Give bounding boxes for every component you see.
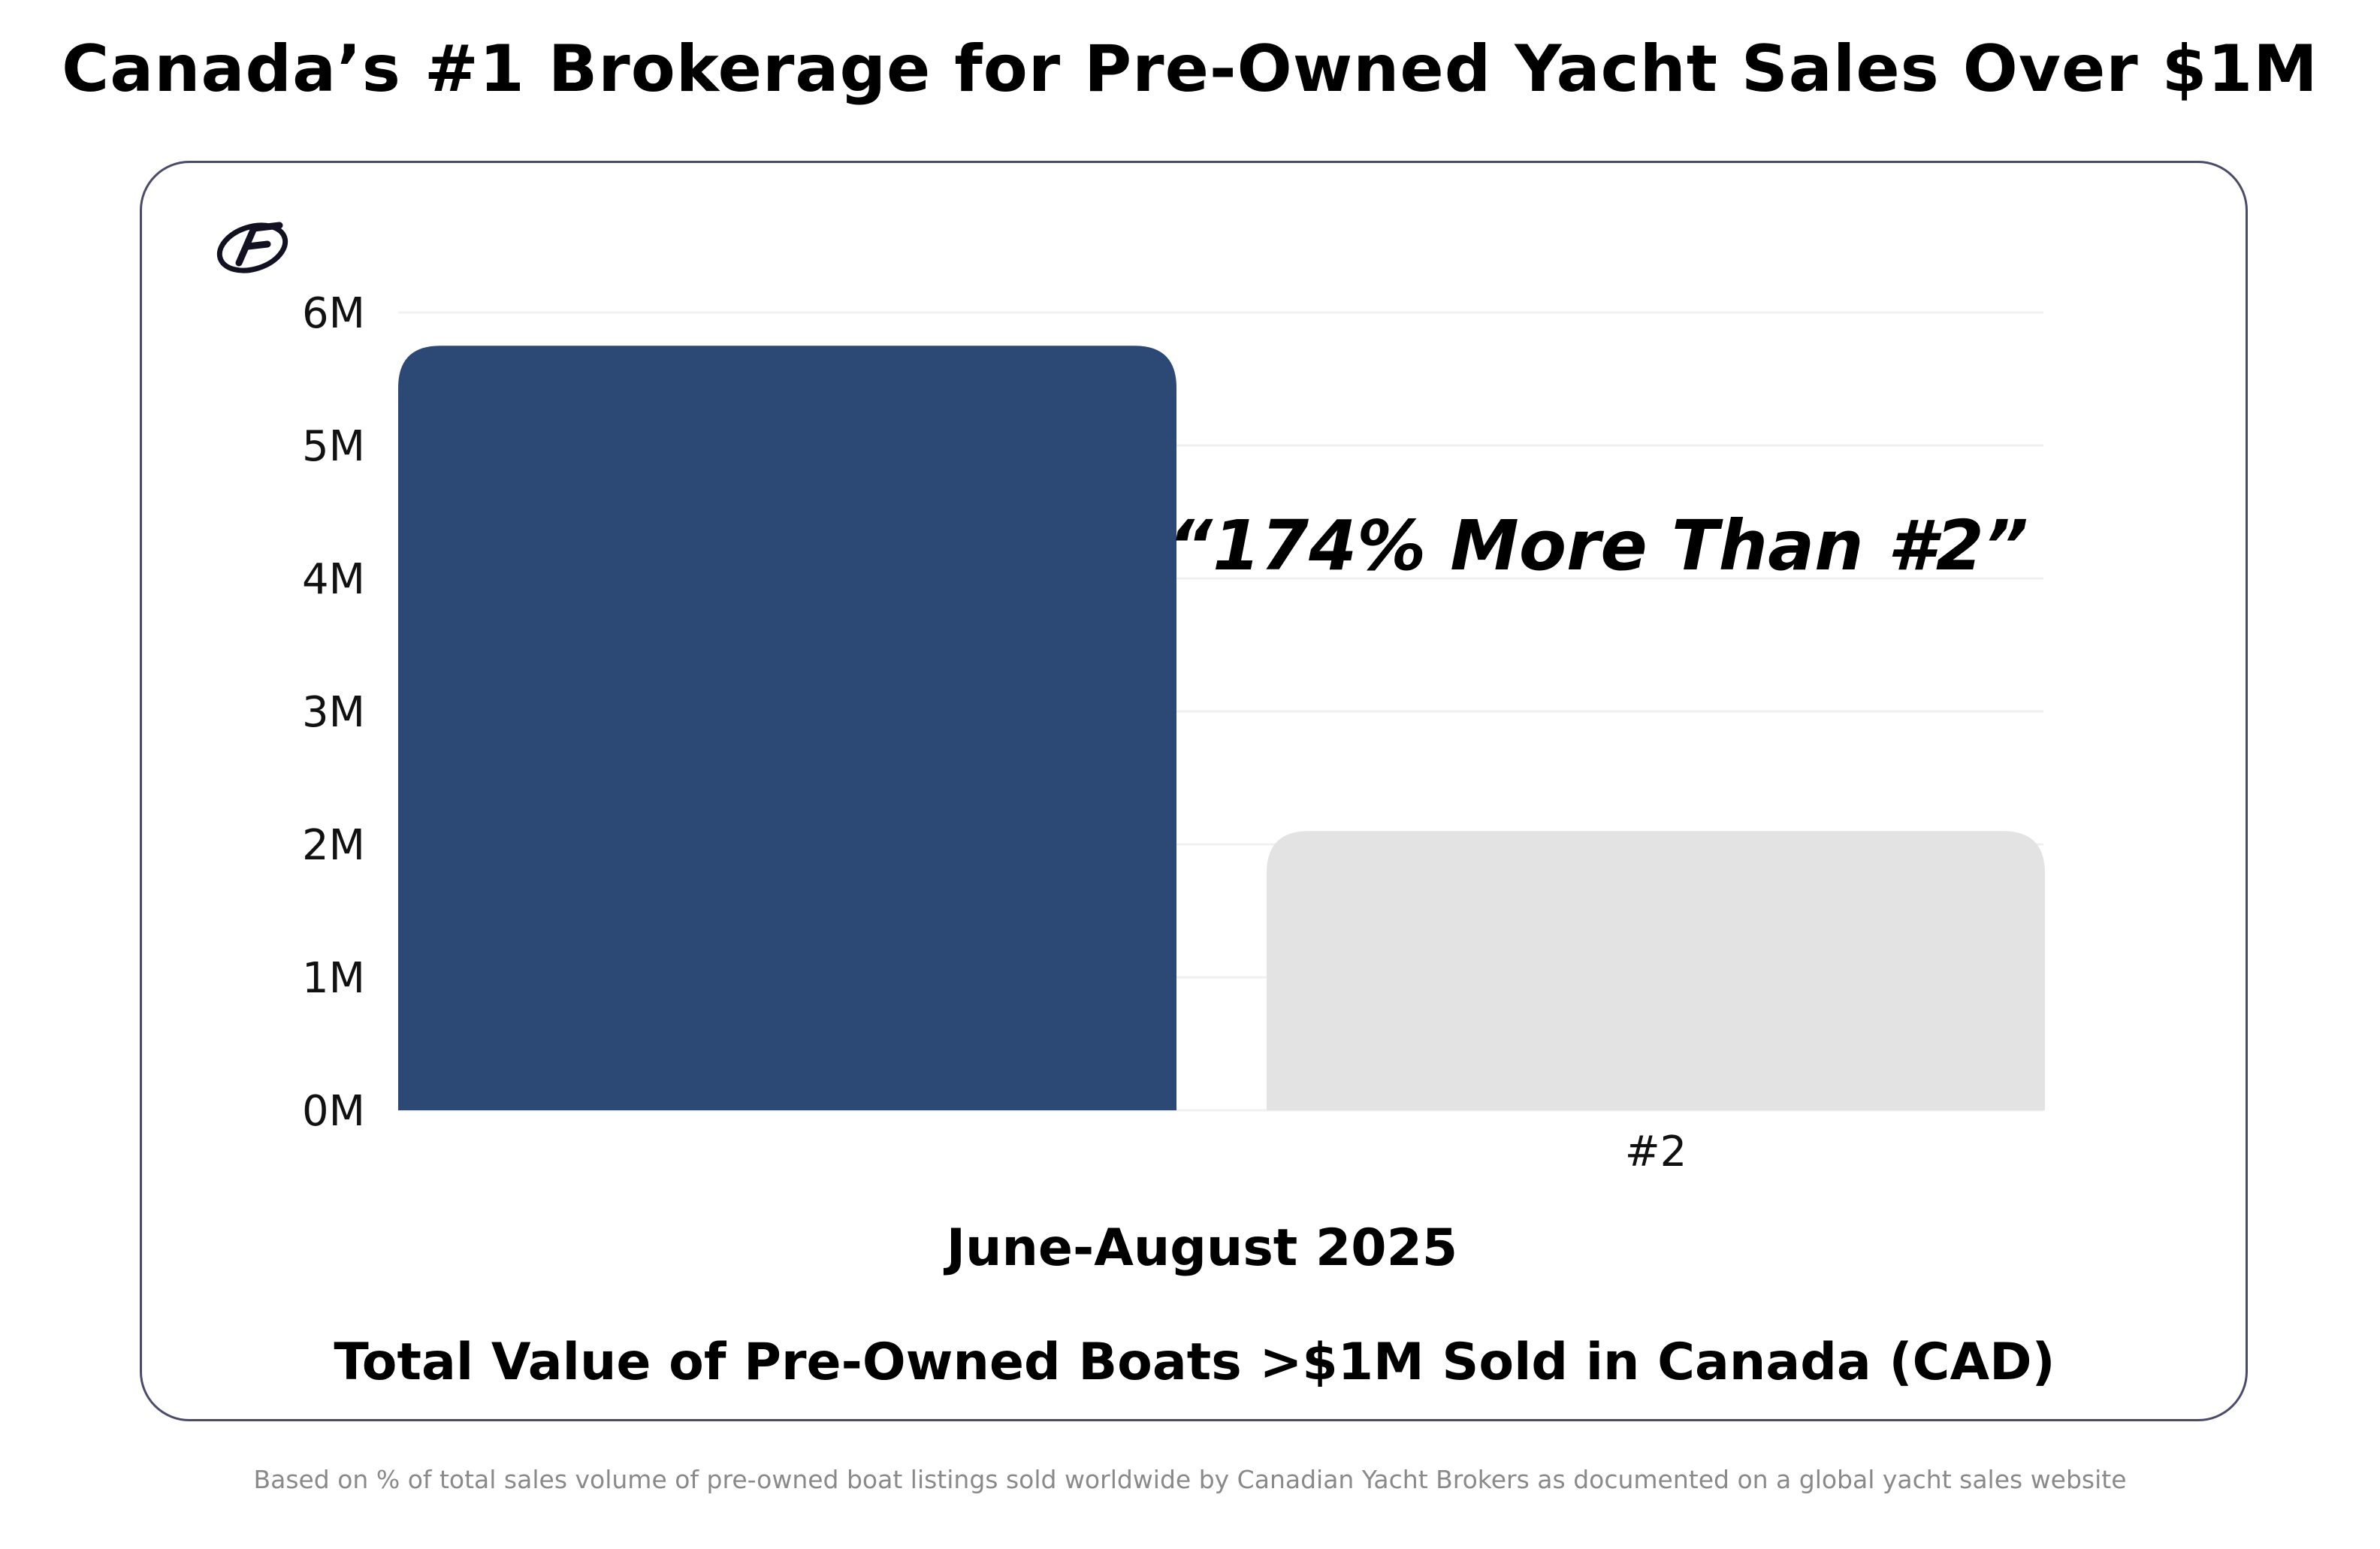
y-tick-label: 0M xyxy=(302,1087,365,1136)
bars xyxy=(398,346,2045,1110)
y-tick-label: 4M xyxy=(302,555,365,604)
y-tick-label: 2M xyxy=(302,821,365,870)
annotation-label: “174% More Than #2” xyxy=(1168,506,2028,586)
x-axis-title: Total Value of Pre-Owned Boats >$1M Sold… xyxy=(334,1333,2055,1392)
page-title: Canada’s #1 Brokerage for Pre-Owned Yach… xyxy=(62,32,2318,107)
period-label: June-August 2025 xyxy=(944,1218,1458,1278)
y-tick-label: 1M xyxy=(302,954,365,1003)
bar xyxy=(1267,831,2045,1110)
bar xyxy=(398,346,1176,1110)
footnote: Based on % of total sales volume of pre-… xyxy=(253,1465,2127,1494)
brokerage-logo-icon xyxy=(216,222,288,273)
y-tick-label: 6M xyxy=(302,289,365,338)
y-tick-label: 3M xyxy=(302,688,365,737)
y-axis-ticks: 0M 1M 2M 3M 4M 5M 6M xyxy=(302,289,365,1136)
x-category-label: #2 xyxy=(1625,1128,1687,1176)
x-axis-categories: #2 xyxy=(1625,1128,1687,1176)
y-tick-label: 5M xyxy=(302,422,365,471)
